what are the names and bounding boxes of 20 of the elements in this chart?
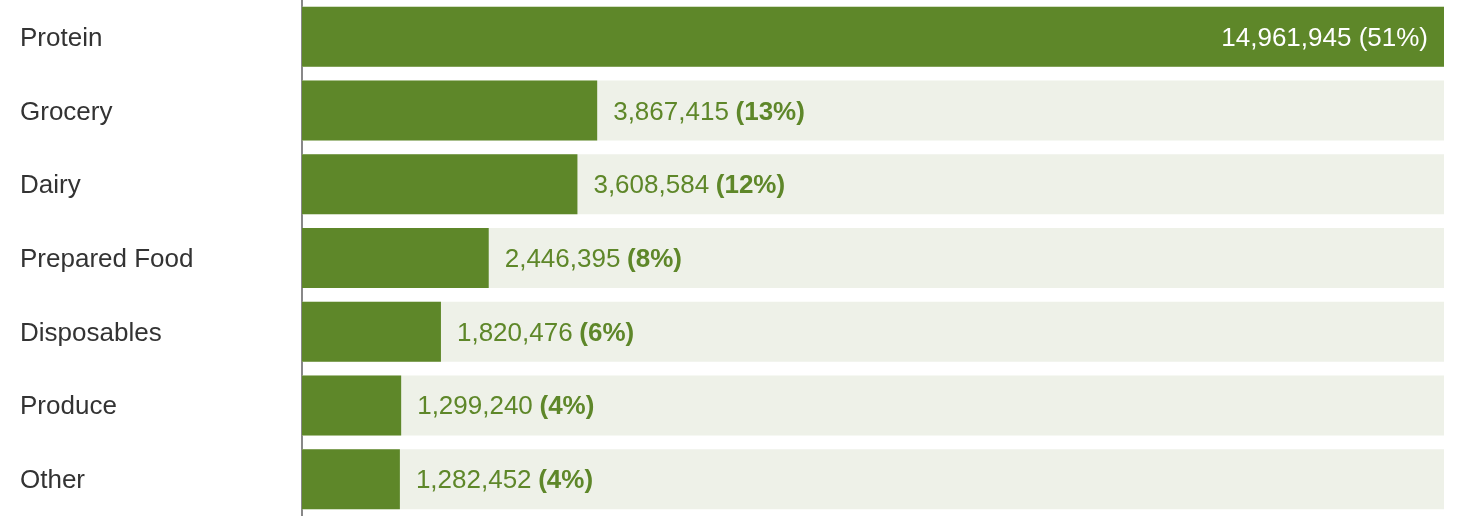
y-tick-label: Protein xyxy=(20,21,103,52)
bar xyxy=(302,449,400,510)
bar xyxy=(302,154,578,215)
bar xyxy=(302,80,598,141)
bar xyxy=(302,228,489,288)
data-label: 3,608,584 (12%) xyxy=(593,169,786,200)
y-tick-label: Grocery xyxy=(20,95,113,126)
y-tick-label: Disposables xyxy=(20,316,162,347)
y-tick-label: Other xyxy=(20,464,86,495)
y-tick-label: Prepared Food xyxy=(20,243,194,273)
y-tick-label: Produce xyxy=(20,390,117,421)
bar xyxy=(302,375,402,436)
data-label: 2,446,395 (8%) xyxy=(504,243,682,273)
data-label: 1,282,452 (4%) xyxy=(415,464,594,495)
bar xyxy=(302,301,441,362)
data-label: 1,820,476 (6%) xyxy=(456,316,635,347)
data-label: 14,961,945 (51%) xyxy=(1221,21,1428,52)
y-tick-label: Dairy xyxy=(20,169,81,200)
data-label: 3,867,415 (13%) xyxy=(613,95,805,126)
data-label: 1,299,240 (4%) xyxy=(417,390,595,421)
